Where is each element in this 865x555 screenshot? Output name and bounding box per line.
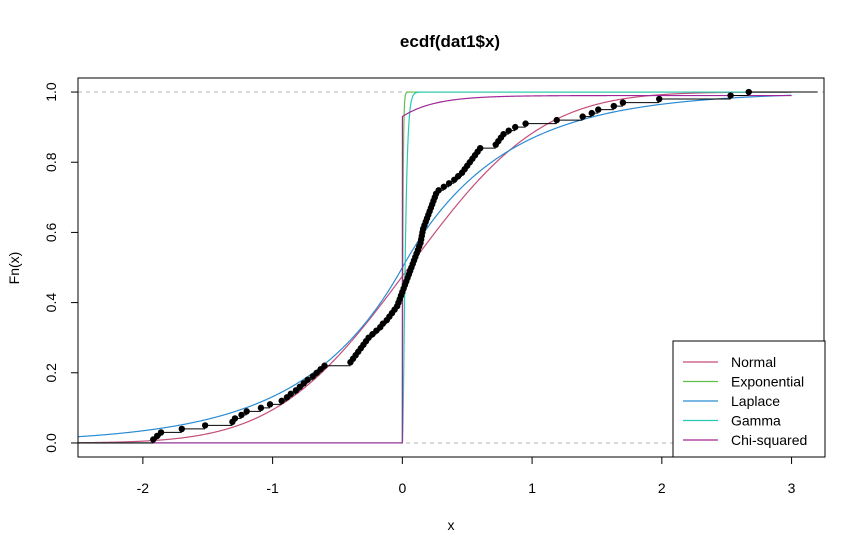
ecdf-point bbox=[476, 144, 484, 152]
ecdf-point bbox=[321, 362, 328, 369]
ecdf-steps bbox=[78, 88, 818, 444]
ecdf-point bbox=[231, 415, 239, 422]
ecdf-point bbox=[238, 411, 245, 419]
ecdf-point bbox=[553, 116, 560, 124]
ecdf-point bbox=[579, 113, 586, 120]
ecdf-point bbox=[656, 95, 663, 103]
legend: Normal Exponential Laplace Gamma Chi-squared bbox=[672, 340, 826, 458]
ecdf-point bbox=[512, 123, 519, 131]
ecdf-point bbox=[287, 390, 294, 398]
legend-label: Gamma bbox=[731, 413, 781, 429]
x-tick-label: 2 bbox=[658, 480, 666, 496]
ecdf-point bbox=[440, 183, 448, 190]
y-tick-label: 0.0 bbox=[43, 433, 59, 453]
y-tick-label: 0.2 bbox=[43, 363, 59, 383]
curve-chi-squared bbox=[78, 94, 792, 444]
x-axis-label: x bbox=[448, 517, 455, 533]
distribution-curves bbox=[77, 91, 792, 444]
ecdf-point bbox=[304, 376, 311, 383]
ecdf-point bbox=[278, 397, 285, 405]
legend-label: Chi-squared bbox=[731, 432, 807, 448]
ecdf-point bbox=[266, 401, 274, 408]
y-tick-label: 0.4 bbox=[43, 293, 59, 313]
x-axis: -2 -1 0 1 2 3 bbox=[137, 456, 796, 496]
ecdf-point bbox=[500, 130, 507, 138]
y-axis-label: Fn(x) bbox=[6, 252, 22, 285]
x-tick-label: -1 bbox=[266, 480, 279, 496]
x-tick-label: -2 bbox=[137, 480, 150, 496]
y-tick-label: 1.0 bbox=[43, 82, 59, 102]
x-tick-label: 1 bbox=[528, 480, 536, 496]
x-tick-label: 0 bbox=[398, 480, 406, 496]
ecdf-point bbox=[243, 408, 250, 415]
y-axis: 0.0 0.2 0.4 0.6 0.8 1.0 bbox=[43, 82, 79, 453]
ecdf-point bbox=[445, 180, 453, 187]
ecdf-point bbox=[745, 88, 752, 96]
chart-title: ecdf(dat1$x) bbox=[400, 32, 500, 51]
y-tick-label: 0.8 bbox=[43, 152, 59, 172]
ecdf-point bbox=[727, 92, 734, 99]
x-tick-label: 3 bbox=[788, 480, 796, 496]
ecdf-point bbox=[257, 404, 265, 412]
ecdf-point bbox=[505, 127, 512, 134]
legend-label: Laplace bbox=[731, 393, 780, 409]
ecdf-point bbox=[435, 187, 442, 194]
ecdf-point bbox=[201, 422, 209, 429]
ecdf-point bbox=[610, 102, 618, 110]
ecdf-point bbox=[157, 429, 165, 436]
ecdf-point bbox=[595, 106, 602, 113]
legend-label: Exponential bbox=[731, 374, 804, 390]
y-tick-label: 0.6 bbox=[43, 222, 59, 242]
legend-label: Normal bbox=[731, 354, 776, 370]
ecdf-point bbox=[178, 425, 185, 433]
ecdf-point bbox=[522, 120, 529, 127]
ecdf-point bbox=[619, 99, 627, 106]
ecdf-point bbox=[588, 109, 595, 117]
curve-laplace bbox=[77, 94, 792, 438]
legend-box bbox=[672, 340, 826, 458]
